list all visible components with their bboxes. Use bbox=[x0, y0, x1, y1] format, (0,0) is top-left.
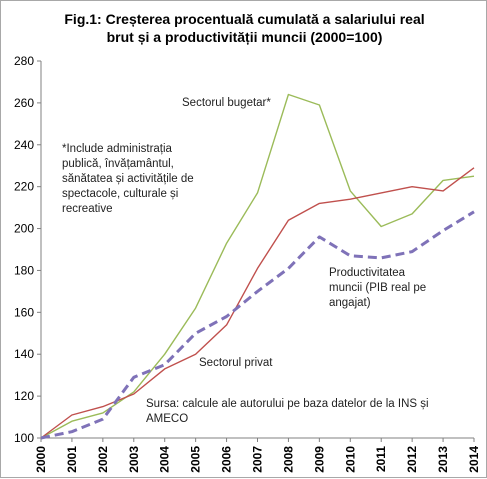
x-tick-label: 2009 bbox=[312, 446, 326, 473]
x-tick-label: 2000 bbox=[34, 446, 48, 473]
label-sectorul-bugetar: Sectorul bugetar* bbox=[182, 97, 271, 109]
footnote-line5: recreative bbox=[62, 203, 113, 215]
footnote-line1: *Include administrația bbox=[62, 143, 172, 155]
y-tick-label: 200 bbox=[14, 222, 34, 236]
x-tick-label: 2004 bbox=[158, 446, 172, 473]
source-note: Sursa: calcule ale autorului pe baza dat… bbox=[146, 397, 429, 427]
y-tick-label: 220 bbox=[14, 180, 34, 194]
source-line2: AMECO bbox=[146, 413, 189, 425]
x-tick-label: 2013 bbox=[436, 446, 450, 473]
source-line1: Sursa: calcule ale autorului pe baza dat… bbox=[146, 398, 429, 410]
x-tick-label: 2012 bbox=[405, 446, 419, 473]
footnote-line2: publică, învățamântul, bbox=[62, 158, 174, 170]
chart-title-line1: Fig.1: Creșterea procentuală cumulată a … bbox=[64, 11, 425, 27]
x-tick-label: 2006 bbox=[220, 446, 234, 473]
x-tick-label: 2008 bbox=[281, 446, 295, 473]
y-tick-label: 180 bbox=[14, 263, 34, 277]
series-line-2 bbox=[40, 167, 475, 439]
x-tick-label: 2005 bbox=[189, 446, 203, 473]
x-tick-label: 2002 bbox=[96, 446, 110, 473]
label-productivitatea-line2: muncii (PIB real pe bbox=[329, 282, 427, 294]
x-tick-label: 2003 bbox=[127, 446, 141, 473]
y-tick-label: 100 bbox=[14, 431, 34, 445]
y-tick-label: 240 bbox=[14, 138, 34, 152]
x-tick-label: 2007 bbox=[251, 446, 265, 473]
series-line-1 bbox=[40, 93, 475, 439]
y-tick-label: 260 bbox=[14, 96, 34, 110]
y-tick-label: 280 bbox=[14, 54, 34, 68]
y-tick-label: 160 bbox=[14, 305, 34, 319]
x-tick-label: 2010 bbox=[343, 446, 357, 473]
label-productivitatea-line3: angajat) bbox=[329, 297, 371, 309]
label-productivitatea-line1: Productivitatea bbox=[329, 267, 406, 279]
x-tick-label: 2001 bbox=[65, 446, 79, 473]
label-productivitatea: Productivitatea muncii (PIB real pe anga… bbox=[329, 266, 426, 311]
label-sectorul-privat: Sectorul privat bbox=[199, 357, 273, 369]
footnote-line3: sănătatea și activitățile de bbox=[62, 173, 194, 185]
x-tick-label: 2011 bbox=[374, 446, 388, 472]
chart-title-line2: brut și a productivității muncii (2000=1… bbox=[106, 29, 383, 45]
y-tick-label: 140 bbox=[14, 347, 34, 361]
footnote-bugetar: *Include administrația publică, învățamâ… bbox=[62, 142, 194, 217]
x-tick-label: 2014 bbox=[467, 446, 481, 473]
series-line-3 bbox=[40, 210, 475, 440]
y-tick-label: 120 bbox=[14, 389, 34, 403]
footnote-line4: spectacole, culturale și bbox=[62, 188, 179, 200]
